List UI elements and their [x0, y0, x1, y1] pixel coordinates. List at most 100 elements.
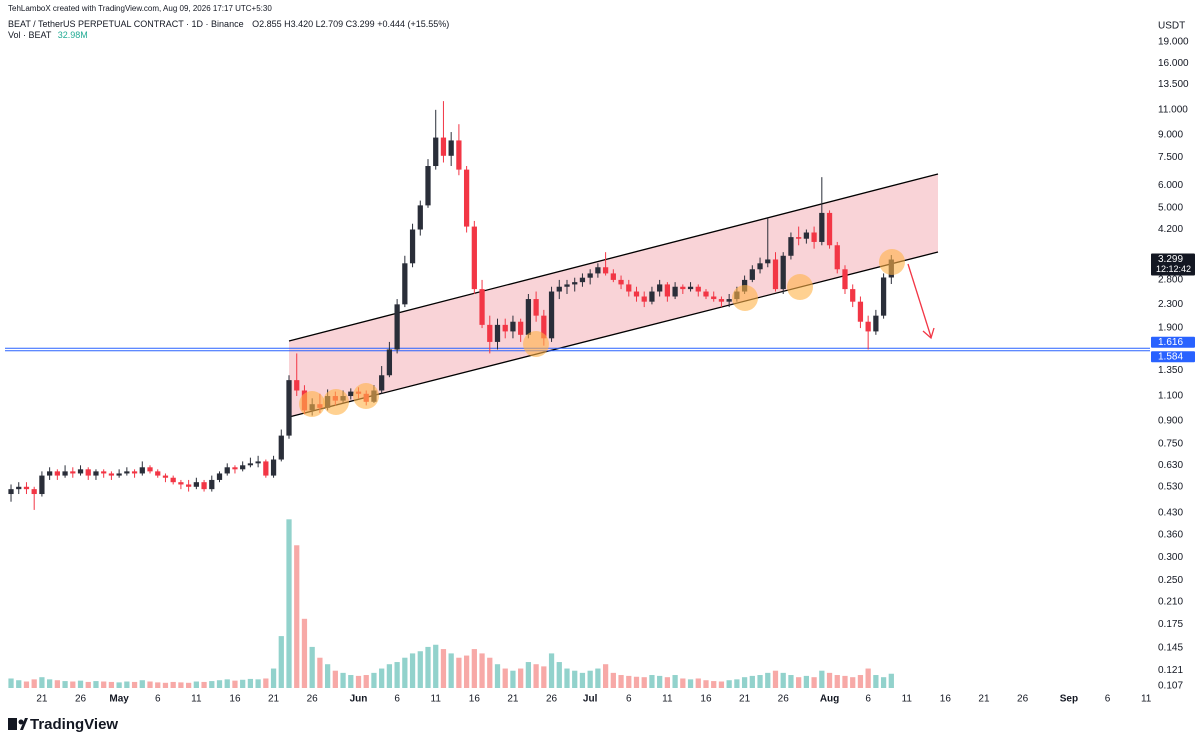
y-tick-label: 19.000 — [1158, 37, 1189, 48]
candle-body — [402, 263, 408, 305]
candle-body — [564, 284, 570, 287]
volume-bar — [409, 653, 416, 688]
candle-body — [85, 469, 91, 476]
candle-body — [834, 245, 840, 270]
volume-bar — [178, 682, 184, 688]
volume-bar — [16, 680, 22, 688]
header-line: BEAT / TetherUS PERPETUAL CONTRACT · 1D … — [8, 19, 449, 29]
candle-body — [440, 137, 447, 156]
candle-body — [618, 279, 624, 285]
highlight-circle — [299, 391, 325, 417]
volume-bar — [819, 670, 825, 688]
y-tick-label: 0.121 — [1158, 665, 1183, 676]
volume-bar — [440, 649, 447, 688]
candle-body — [278, 435, 284, 460]
volume-bar — [741, 677, 748, 688]
candle-body — [633, 291, 640, 297]
brand-name: TradingView — [30, 716, 118, 733]
candle-body — [131, 471, 138, 474]
x-tick-label: 26 — [307, 694, 319, 705]
volume-value: 32.98M — [57, 30, 88, 40]
volume-label: Vol · BEAT — [8, 30, 52, 40]
volume-bar — [425, 646, 431, 688]
volume-bar — [286, 519, 292, 688]
volume-bar — [541, 666, 547, 688]
x-tick-label: 26 — [1017, 694, 1029, 705]
candle-body — [70, 471, 76, 474]
volume-bar — [888, 673, 894, 688]
candle-body — [209, 479, 215, 490]
candle-body — [641, 296, 647, 302]
volume-bar — [579, 672, 586, 688]
volume-bar — [649, 675, 655, 688]
candle-body — [232, 467, 238, 470]
candle-body — [448, 140, 454, 156]
channel-lower — [288, 251, 939, 418]
y-tick-label: 0.530 — [1158, 481, 1183, 492]
volume-bar — [672, 675, 678, 688]
axes: USDT 19.000 16.000 13.500 11.000 9.000 7.500 6… — [36, 21, 1195, 705]
volume-bar — [703, 680, 709, 688]
volume-bar — [139, 680, 145, 688]
candle-body — [602, 267, 609, 274]
price-label-box — [1151, 336, 1195, 348]
highlight-circle — [523, 331, 549, 357]
volume-bar — [610, 672, 616, 688]
candle-body — [23, 486, 30, 490]
candle-body — [186, 484, 192, 487]
y-tick-label: 0.210 — [1158, 596, 1183, 607]
x-tick-label: Jul — [583, 694, 598, 705]
candle-body — [409, 229, 416, 264]
candle-body — [240, 465, 246, 470]
volume-bar — [332, 670, 338, 688]
y-tick-label: 0.750 — [1158, 438, 1183, 449]
candle-body — [819, 212, 825, 242]
symbol-title: BEAT / TetherUS PERPETUAL CONTRACT · 1D … — [8, 19, 244, 29]
candle-body — [247, 463, 254, 466]
y-tick-label: 1.350 — [1158, 365, 1183, 376]
candle-body — [16, 486, 22, 490]
candle-body — [880, 277, 887, 316]
volume-bar — [124, 681, 130, 688]
candle-body — [664, 284, 671, 297]
volume-bar — [309, 646, 315, 688]
candle-body — [201, 482, 207, 490]
x-tick-label: 11 — [902, 694, 913, 705]
y-tick-label: 11.000 — [1158, 104, 1188, 115]
volume-bar — [680, 678, 686, 688]
candle-body — [31, 489, 37, 495]
volume-bar — [695, 678, 701, 688]
volume-bar — [548, 653, 555, 688]
volume-bar — [54, 680, 60, 688]
volume-bar — [657, 675, 663, 688]
volume-bar — [525, 662, 532, 688]
volume-bar — [371, 672, 377, 688]
volume-bar — [757, 675, 763, 688]
volume-bar — [363, 675, 369, 688]
volume-bar — [324, 664, 331, 688]
candle-body — [77, 469, 84, 474]
volume-bar — [270, 668, 277, 688]
price-label-box — [1151, 351, 1195, 363]
candle-body — [711, 296, 717, 300]
attribution: TehLamboX created with TradingView.com, … — [8, 4, 272, 13]
volume-bar — [780, 672, 786, 688]
y-tick-label: 16.000 — [1158, 58, 1189, 69]
candle-body — [47, 471, 53, 476]
volume-bar — [687, 679, 694, 688]
candle-body — [162, 475, 169, 478]
volume-bar — [842, 675, 848, 688]
volume-bar — [865, 668, 871, 688]
candle-body — [726, 299, 732, 302]
candle-body — [541, 315, 547, 339]
candle-body — [595, 267, 601, 274]
candle-body — [865, 321, 871, 332]
volume-bar — [502, 668, 508, 688]
candle-body — [502, 324, 508, 332]
volume-bar — [240, 679, 246, 688]
candle-body — [487, 324, 493, 342]
volume-bar — [348, 675, 354, 688]
x-tick-label: 6 — [1105, 694, 1111, 705]
